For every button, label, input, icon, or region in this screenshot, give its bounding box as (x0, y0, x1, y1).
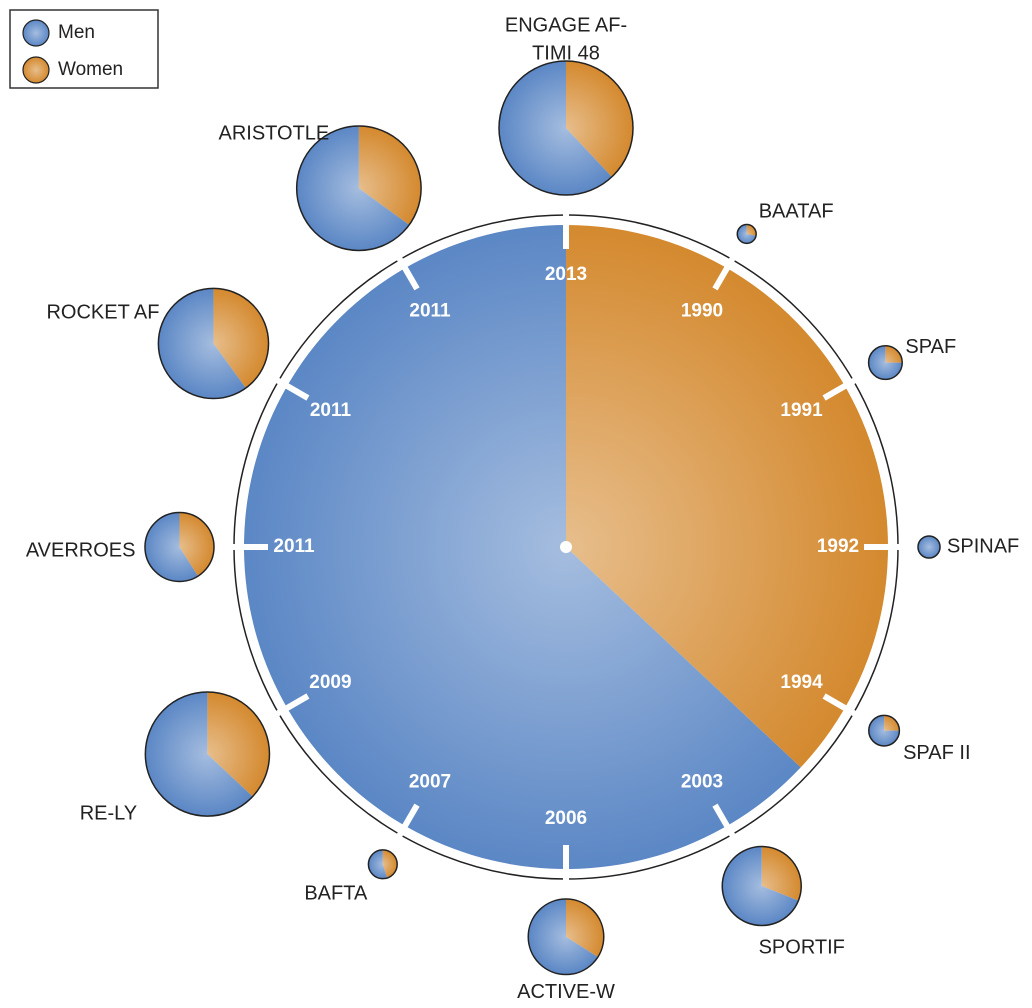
pie-slice (868, 715, 900, 746)
pie-outline (867, 345, 903, 381)
year-label: 1992 (817, 536, 859, 557)
year-label: 2009 (309, 672, 351, 693)
pie-slice (499, 60, 612, 195)
pie-outline (527, 898, 605, 976)
legend-label: Men (58, 22, 95, 43)
pie-slice (358, 126, 422, 225)
pie-outline (868, 714, 901, 747)
center-dot (560, 541, 572, 553)
trial-label: BAATAF (759, 200, 834, 222)
tick-mark (822, 693, 856, 717)
trial-label: SPORTIF (759, 936, 845, 958)
legend-label: Women (58, 59, 123, 80)
pie-slice (737, 224, 757, 244)
year-label: 1994 (780, 672, 823, 693)
trial-label: ENGAGE AF- (505, 14, 627, 36)
pie-slice (884, 715, 900, 731)
year-label: 2003 (681, 772, 723, 793)
pie-slice (296, 126, 410, 251)
pie-outline (736, 223, 757, 245)
pie-slice (746, 224, 757, 236)
pie-slice (158, 288, 246, 399)
pie-slice (179, 512, 214, 577)
year-label: 2007 (409, 772, 451, 793)
trial-label: RE-LY (80, 802, 137, 824)
trial-label: SPAF II (903, 742, 970, 764)
pie-slice (207, 691, 270, 797)
pie-slice (566, 60, 634, 177)
year-label: 2011 (310, 400, 352, 421)
pie-slice (566, 899, 604, 958)
pie-slice (528, 899, 598, 975)
pie-slice (868, 345, 903, 380)
pie-outline (144, 511, 215, 583)
trial-label: BAFTA (304, 883, 368, 905)
pie-slice (368, 849, 388, 879)
trial-label: TIMI 48 (532, 42, 600, 64)
year-label: 2011 (273, 536, 315, 557)
trial-label: AVERROES (26, 539, 136, 561)
tick-mark (276, 377, 310, 401)
year-label: 1990 (681, 300, 723, 321)
year-label: 1991 (780, 400, 823, 421)
pie-slice (144, 512, 198, 582)
tick-mark (822, 377, 856, 401)
year-label: 2013 (545, 264, 587, 285)
pie-slice (382, 849, 398, 878)
pie-slice (885, 345, 903, 363)
year-label: 2006 (545, 808, 587, 829)
pie-outline (498, 60, 634, 196)
pie-outline (721, 845, 802, 927)
trial-label: ACTIVE-W (517, 981, 615, 1003)
pie-slice (213, 288, 269, 389)
tick-mark (712, 803, 736, 837)
tick-mark (396, 803, 420, 837)
pie-outline (157, 287, 270, 400)
tick-mark (276, 693, 310, 717)
trial-label: SPAF (905, 336, 956, 358)
legend-swatch (22, 56, 50, 84)
pie-slice (566, 225, 889, 768)
pie-slice (244, 225, 801, 869)
legend-swatch (22, 19, 50, 47)
pie-outline (144, 691, 271, 817)
trial-label: ROCKET AF (46, 302, 159, 324)
pie-slice (918, 535, 941, 559)
tick-mark (396, 257, 420, 291)
pie-outline (917, 535, 941, 559)
year-label: 2011 (409, 300, 451, 321)
pie-slice (145, 691, 253, 817)
pie-outline (295, 125, 422, 252)
trial-label: ARISTOTLE (218, 123, 329, 145)
pie-outline (367, 849, 398, 880)
tick-mark (712, 257, 736, 291)
pie-slice (722, 846, 799, 926)
trial-label: SPINAF (947, 535, 1019, 557)
